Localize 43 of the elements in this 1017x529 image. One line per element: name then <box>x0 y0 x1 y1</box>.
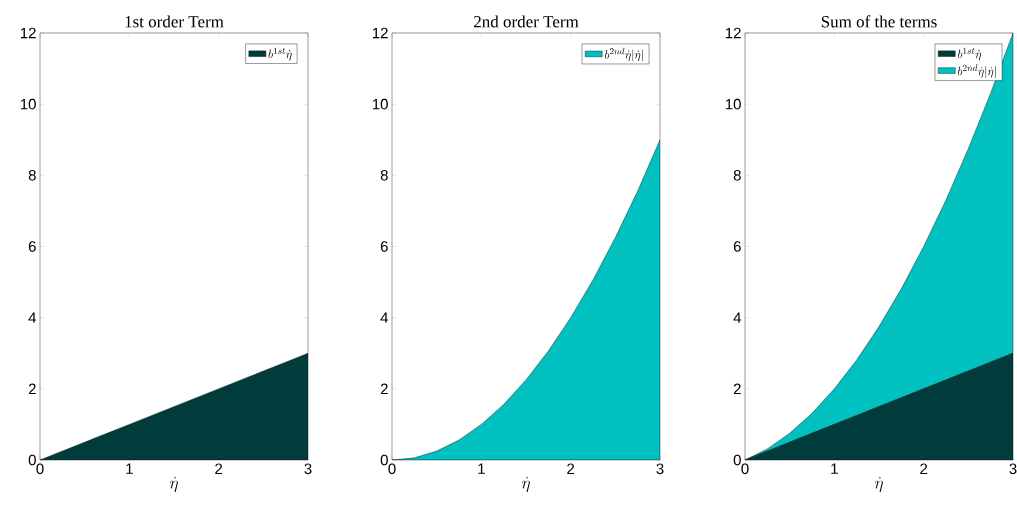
x-tick-label: 1 <box>478 463 485 474</box>
y-tick-label: 12 <box>20 27 36 39</box>
y-tick-label: 6 <box>380 241 388 252</box>
y-tick-label: 4 <box>733 312 742 323</box>
y-tick-label: 0 <box>380 454 388 466</box>
x-axis-title: $\dot{\eta}$ <box>521 476 530 493</box>
y-tick-label: 2 <box>733 383 741 395</box>
x-tick-label: 2 <box>920 463 928 474</box>
x-tick-label: 3 <box>656 463 664 475</box>
x-tick-label: 1 <box>126 463 133 474</box>
y-tick-label: 8 <box>28 170 36 181</box>
x-axis-title: $\dot{\eta}$ <box>874 476 883 493</box>
x-tick-label: 0 <box>388 463 396 475</box>
x-tick-label: 2 <box>567 463 575 474</box>
x-axis-title: $\dot{\eta}$ <box>170 476 178 493</box>
y-tick-label: 0 <box>28 454 36 466</box>
y-tick-label: 4 <box>380 312 389 323</box>
y-tick-label: 4 <box>28 312 37 323</box>
y-tick-label: 6 <box>733 241 741 252</box>
legend-label: $b^{2nd}\dot{\eta}|\dot{\eta}|$ <box>958 64 996 79</box>
legend-label: $b^{2nd}\dot{\eta}|\dot{\eta}|$ <box>605 47 643 62</box>
legend-label: $b^{1st}\dot{\eta}$ <box>958 47 982 61</box>
y-tick-label: 12 <box>725 27 741 39</box>
x-tick-label: 0 <box>741 463 749 475</box>
y-tick-label: 12 <box>372 27 388 39</box>
legend-label: $b^{1st}\dot{\eta}$ <box>268 47 292 61</box>
y-tick-label: 10 <box>725 98 741 110</box>
x-tick-label: 0 <box>36 463 44 475</box>
x-tick-label: 2 <box>215 463 223 474</box>
chart-title: 1st order Term <box>125 15 224 28</box>
x-tick-label: 3 <box>1009 463 1017 475</box>
chart-title: Sum of the terms <box>821 15 937 28</box>
y-tick-label: 2 <box>380 383 388 395</box>
y-tick-label: 6 <box>28 241 36 252</box>
chart-title: 2nd order Term <box>474 15 579 28</box>
x-tick-label: 3 <box>304 463 312 475</box>
y-tick-label: 10 <box>372 98 388 110</box>
y-tick-label: 8 <box>380 170 388 181</box>
y-tick-label: 10 <box>20 98 36 110</box>
y-tick-label: 0 <box>733 454 741 466</box>
x-tick-label: 1 <box>831 463 838 474</box>
y-tick-label: 8 <box>733 170 741 181</box>
y-tick-label: 2 <box>28 383 36 395</box>
